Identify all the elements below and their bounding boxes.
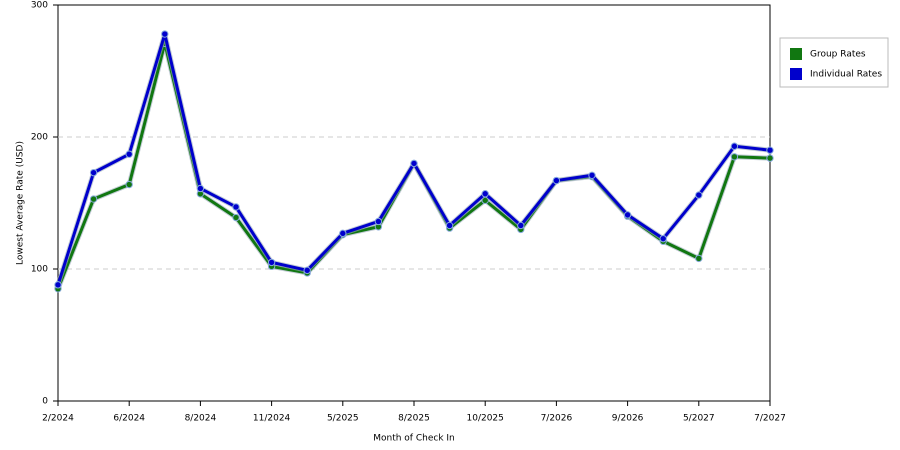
data-point bbox=[766, 154, 774, 162]
data-point bbox=[481, 190, 489, 198]
x-tick-label: 9/2026 bbox=[612, 414, 644, 424]
x-tick-label: 6/2024 bbox=[113, 414, 145, 424]
data-point bbox=[552, 176, 561, 185]
series-line bbox=[56, 32, 771, 286]
data-point bbox=[659, 234, 667, 243]
legend-label: Group Rates bbox=[810, 50, 866, 60]
x-tick-label: 5/2025 bbox=[327, 414, 359, 424]
x-tick-label: 10/2025 bbox=[467, 414, 504, 424]
legend-swatch bbox=[790, 68, 802, 80]
series-line-halo bbox=[55, 31, 771, 286]
plot-area bbox=[57, 4, 771, 402]
data-point bbox=[695, 191, 703, 199]
data-point bbox=[730, 153, 739, 161]
x-tick-label: 11/2024 bbox=[253, 414, 291, 424]
y-tick-label: 0 bbox=[42, 397, 48, 407]
data-point bbox=[125, 150, 133, 158]
data-point bbox=[196, 184, 205, 193]
data-point bbox=[410, 159, 418, 168]
y-tick-label: 200 bbox=[31, 133, 48, 143]
data-point bbox=[695, 254, 703, 263]
y-tick-label: 300 bbox=[31, 1, 48, 11]
x-tick-label: 2/2024 bbox=[42, 414, 74, 424]
x-tick-label: 5/2027 bbox=[683, 414, 715, 424]
legend-swatch bbox=[790, 48, 802, 60]
data-point bbox=[303, 266, 311, 275]
y-tick-label: 100 bbox=[31, 265, 48, 275]
data-point bbox=[232, 213, 240, 222]
x-axis-label: Month of Check In bbox=[373, 434, 455, 444]
data-point bbox=[89, 195, 98, 203]
data-point bbox=[125, 180, 133, 189]
data-point bbox=[623, 211, 632, 219]
data-point bbox=[232, 203, 240, 211]
data-point bbox=[588, 171, 596, 179]
data-point bbox=[374, 217, 383, 226]
x-tick-label: 8/2024 bbox=[185, 414, 217, 424]
data-point bbox=[445, 221, 454, 230]
data-point bbox=[267, 258, 276, 267]
legend-label: Individual Rates bbox=[810, 70, 882, 80]
x-tick-label: 7/2027 bbox=[754, 414, 786, 424]
data-point bbox=[161, 30, 169, 38]
x-tick-label: 7/2026 bbox=[541, 414, 573, 424]
data-point bbox=[517, 221, 525, 230]
data-point bbox=[89, 168, 98, 177]
y-axis-label: Lowest Average Rate (USD) bbox=[16, 141, 26, 265]
data-point bbox=[730, 142, 739, 150]
x-tick-label: 8/2025 bbox=[398, 414, 430, 424]
data-point bbox=[54, 281, 62, 289]
data-point bbox=[766, 146, 774, 154]
data-point bbox=[339, 229, 347, 238]
